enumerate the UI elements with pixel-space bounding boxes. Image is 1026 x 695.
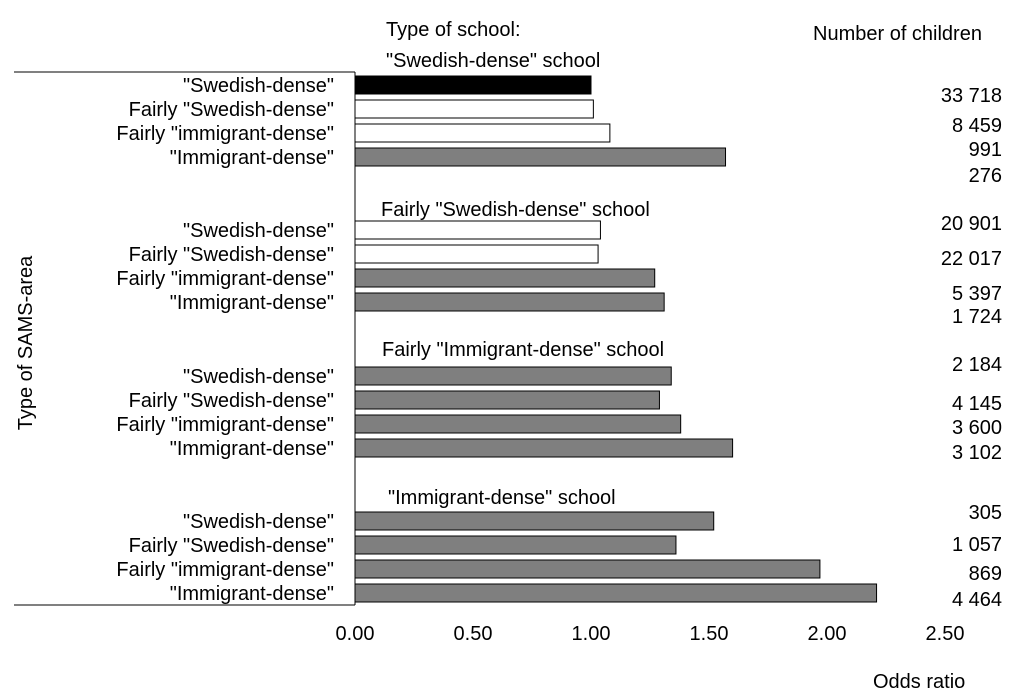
children-count-label: 5 397 [952,283,1002,305]
area-type-label: "Immigrant-dense" [170,583,334,605]
odds-ratio-bar [355,293,664,311]
odds-ratio-bar [355,100,593,118]
school-type-label: Fairly "Swedish-dense" school [381,199,650,221]
x-tick-label: 2.50 [926,623,965,645]
children-count-label: 3 600 [952,417,1002,439]
odds-ratio-bar [355,269,655,287]
odds-ratio-bar [355,584,877,602]
odds-ratio-bar [355,76,591,94]
children-count-label: 8 459 [952,115,1002,137]
children-count-label: 1 057 [952,534,1002,556]
school-type-label: "Immigrant-dense" school [388,487,616,509]
area-type-label: Fairly "Swedish-dense" [129,244,334,266]
children-count-label: 2 184 [952,354,1002,376]
odds-ratio-bar [355,221,600,239]
odds-ratio-bar [355,367,671,385]
children-count-label: 991 [969,139,1002,161]
area-type-label: "Swedish-dense" [183,366,334,388]
school-type-title: Type of school: [386,19,521,41]
area-type-label: "Swedish-dense" [183,511,334,533]
children-count-label: 869 [969,563,1002,585]
x-tick-label: 1.50 [690,623,729,645]
area-type-label: Fairly "immigrant-dense" [116,268,334,290]
x-tick-label: 2.00 [808,623,847,645]
children-count-label: 22 017 [941,248,1002,270]
odds-ratio-bar [355,124,610,142]
area-type-label: Fairly "Swedish-dense" [129,390,334,412]
x-tick-label: 1.00 [572,623,611,645]
x-tick-label: 0.00 [336,623,375,645]
odds-ratio-bar [355,415,681,433]
area-type-label: "Swedish-dense" [183,220,334,242]
children-count-label: 276 [969,165,1002,187]
odds-ratio-bar [355,245,598,263]
odds-ratio-bar [355,560,820,578]
x-axis-title: Odds ratio [873,671,965,693]
children-count-label: 20 901 [941,213,1002,235]
area-type-label: "Swedish-dense" [183,75,334,97]
school-type-label: "Swedish-dense" school [386,50,600,72]
odds-ratio-bar [355,148,726,166]
children-count-label: 1 724 [952,306,1002,328]
children-count-label: 4 145 [952,393,1002,415]
area-type-label: Fairly "immigrant-dense" [116,123,334,145]
children-count-label: 3 102 [952,442,1002,464]
area-type-label: Fairly "immigrant-dense" [116,559,334,581]
area-type-label: "Immigrant-dense" [170,147,334,169]
children-count-label: 305 [969,502,1002,524]
odds-ratio-bar [355,391,659,409]
area-type-label: "Immigrant-dense" [170,438,334,460]
x-tick-label: 0.50 [454,623,493,645]
odds-ratio-bar [355,536,676,554]
children-count-label: 4 464 [952,589,1002,611]
school-type-label: Fairly "Immigrant-dense" school [382,339,664,361]
area-type-label: "Immigrant-dense" [170,292,334,314]
children-count-label: 33 718 [941,85,1002,107]
odds-ratio-bar [355,439,733,457]
y-axis-title: Type of SAMS-area [15,255,37,430]
children-count-title: Number of children [813,23,982,45]
area-type-label: Fairly "Swedish-dense" [129,535,334,557]
area-type-label: Fairly "Swedish-dense" [129,99,334,121]
odds-ratio-bar [355,512,714,530]
area-type-label: Fairly "immigrant-dense" [116,414,334,436]
